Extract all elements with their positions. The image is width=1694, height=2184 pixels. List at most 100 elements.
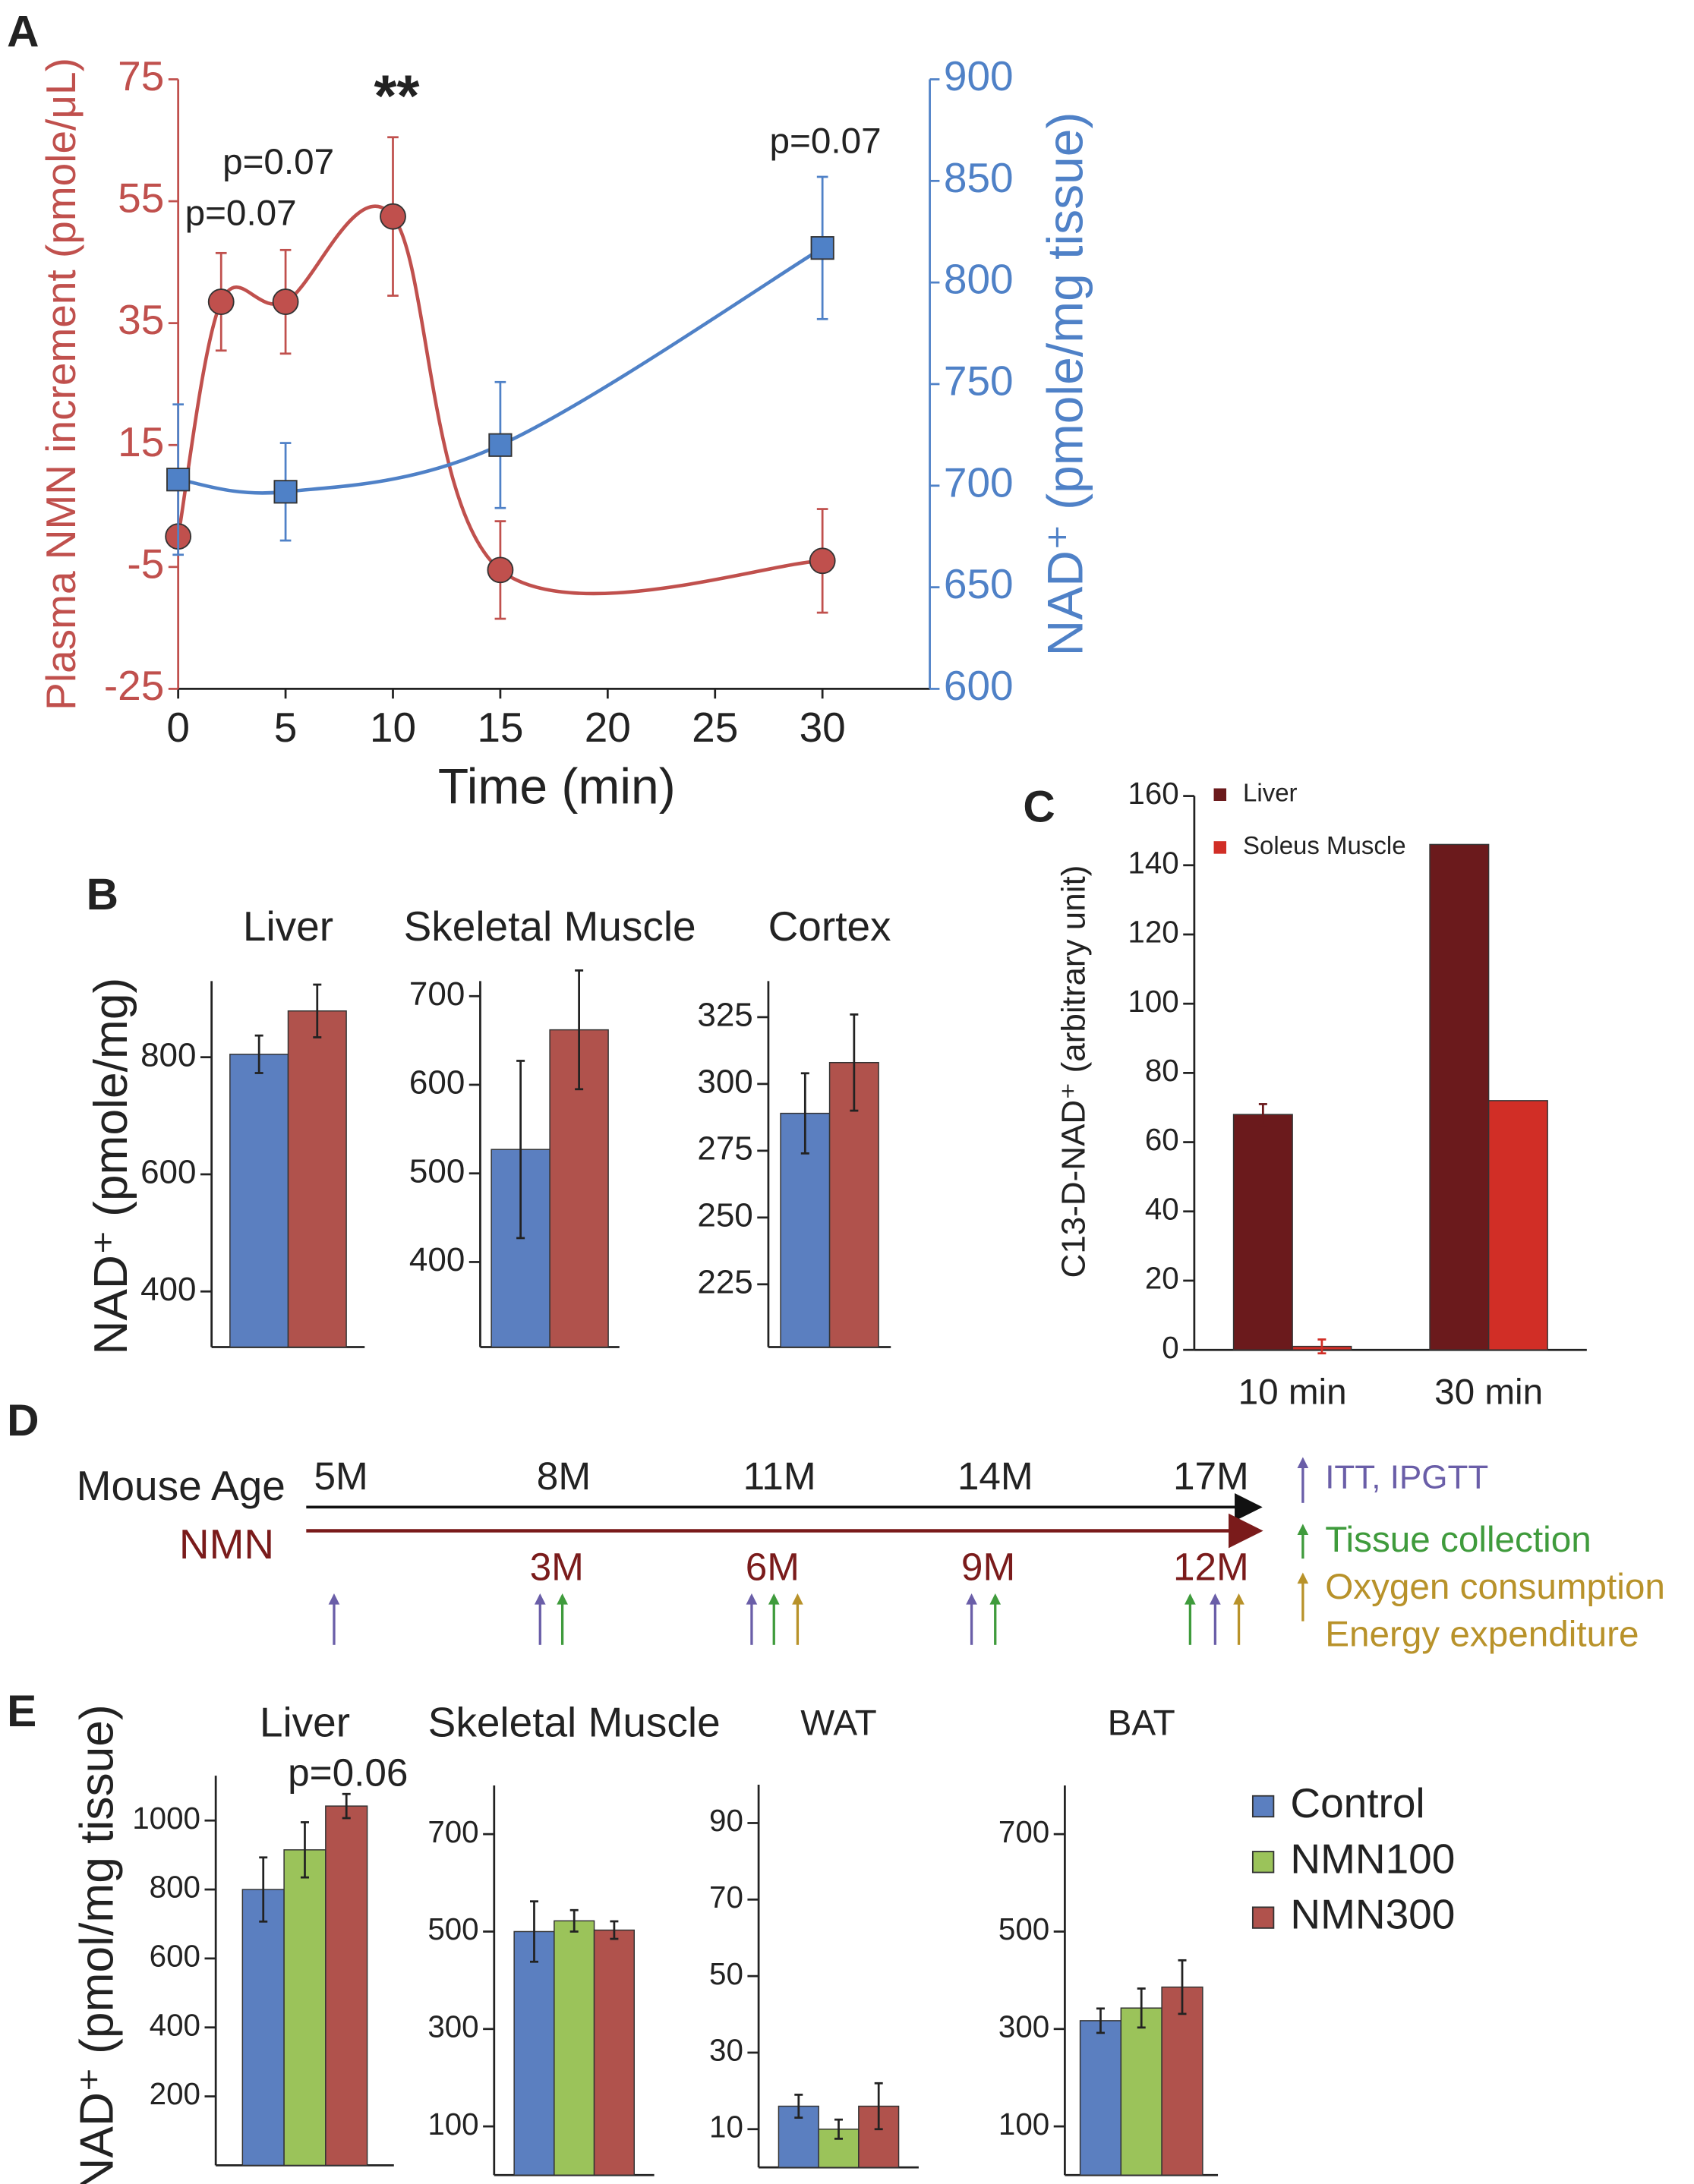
nmn-label: 12M [1173,1545,1249,1588]
y-tick-label: 20 [1145,1261,1179,1296]
y2-tick-label: 900 [944,52,1014,99]
y-axis-label: NAD⁺ (pmol/mg tissue) [71,1704,123,2184]
legend-swatch [1213,788,1227,801]
y2-axis-label: NAD⁺ (pmole/mg tissue) [1036,112,1093,657]
y-tick-label: 400 [140,1271,196,1308]
y-tick-label: 60 [1145,1122,1179,1157]
event-arrow-head [1297,1524,1309,1536]
age-label: 11M [743,1454,816,1498]
y-tick-label: 30 [709,2033,743,2068]
legend-swatch [1251,1906,1275,1929]
legend-label: Control [1290,1779,1424,1826]
legend-label: Soleus Muscle [1243,831,1406,859]
event-arrow-head [768,1593,780,1605]
chart-title: Skeletal Muscle [428,1699,721,1746]
y-tick-label: 120 [1128,915,1178,950]
bar [325,1805,368,2167]
data-point [487,556,514,584]
row-label: NMN [179,1521,274,1568]
bar [283,1849,326,2167]
age-label: 8M [537,1454,591,1498]
event-arrow-head [1185,1593,1196,1605]
y-tick-label: 325 [697,997,752,1034]
x-tick-label: 5 [274,704,298,751]
y-tick-label: 500 [998,1911,1049,1946]
y-axis-label: Plasma NMN increment (pmole/μL) [37,58,84,711]
panel-label: A [7,7,39,56]
row-label: Mouse Age [77,1462,285,1509]
event-arrow-head [746,1593,758,1605]
y-tick-label: 100 [427,2107,478,2141]
data-point [809,547,836,575]
legend-label: Energy expenditure [1325,1614,1639,1654]
bar [229,1054,289,1348]
chart-title: WAT [800,1703,877,1744]
x-tick-label: 15 [477,704,523,751]
age-label: 17M [1173,1454,1249,1498]
y-axis-label: NAD⁺ (pmole/mg) [85,978,137,1355]
event-arrow-head [1297,1457,1309,1469]
age-label: 5M [314,1454,368,1498]
y-tick-label: 100 [998,2107,1049,2141]
legend-swatch [1251,1851,1275,1874]
y-tick-label: 50 [709,1956,743,1991]
bar [1161,1986,1203,2176]
bar [1079,2020,1122,2176]
y-tick-label: -5 [127,540,164,587]
y-tick-label: 225 [697,1263,752,1300]
y-tick-label: 0 [1162,1330,1178,1365]
y-tick-label: 600 [409,1064,465,1101]
y-tick-label: 250 [697,1196,752,1234]
event-arrow-head [792,1593,803,1605]
legend-label: Liver [1243,778,1298,806]
data-point [488,433,513,457]
x-tick-label: 20 [585,704,631,751]
legend-label: NMN300 [1290,1891,1455,1938]
y-tick-label: 275 [697,1130,752,1167]
chart-title: Cortex [768,903,891,950]
y-tick-label: 300 [998,2009,1049,2044]
event-arrow-head [989,1593,1002,1605]
annotation: p=0.07 [770,121,882,161]
data-point [166,468,191,492]
data-point [810,236,834,260]
y-tick-label: 100 [1128,984,1178,1019]
y2-tick-label: 600 [944,662,1014,709]
x-tick-label: 0 [166,704,190,751]
age-label: 14M [957,1454,1033,1498]
y-tick-label: 1000 [132,1801,200,1836]
bar [1487,1100,1548,1350]
x-tick-label: 10 min [1238,1372,1347,1412]
chart-title: Liver [260,1699,350,1746]
bar [1429,843,1490,1350]
event-arrow-head [1233,1593,1244,1605]
series-line [178,246,824,495]
y-tick-label: 800 [140,1036,196,1073]
chart-title: BAT [1108,1703,1175,1744]
y-tick-label: 500 [409,1152,465,1190]
y-tick-label: 600 [140,1154,196,1191]
y-tick-label: 300 [427,2009,478,2044]
y-tick-label: 800 [150,1870,200,1905]
bar [858,2105,900,2168]
y-tick-label: 80 [1145,1053,1179,1088]
y-tick-label: 35 [118,296,164,343]
y-axis-label: C13-D-NAD⁺ (arbitrary unit) [1055,865,1093,1278]
panel-label: D [7,1396,39,1445]
legend-label: Oxygen consumption [1325,1567,1665,1607]
x-tick-label: 10 [370,704,416,751]
chart-title: Liver [243,903,333,950]
event-arrow-head [557,1593,568,1605]
annotation: p=0.06 [288,1751,408,1795]
y-tick-label: 75 [118,52,164,99]
bar [513,1930,555,2176]
y-tick-label: 10 [709,2109,743,2144]
annotation: p=0.07 [222,142,334,182]
x-axis-label: Time (min) [438,758,676,815]
y2-tick-label: 750 [944,357,1014,404]
panel-label: B [87,870,118,919]
data-point [207,288,235,315]
y-tick-label: 600 [150,1939,200,1974]
y-tick-label: 140 [1128,845,1178,880]
